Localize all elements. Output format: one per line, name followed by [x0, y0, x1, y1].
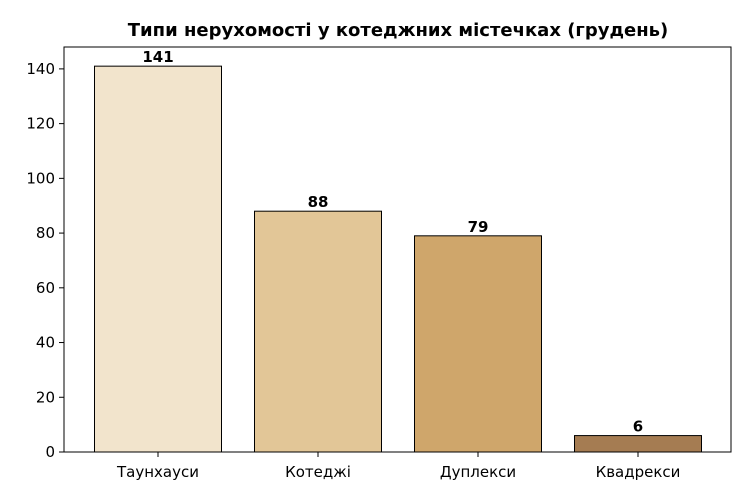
bar-4-value-label: 6 — [633, 418, 643, 436]
y-tick-label-140: 140 — [26, 60, 55, 78]
x-tick-label-1: Таунхауси — [116, 463, 199, 481]
data-labels-group: 141 88 79 6 — [142, 48, 643, 435]
bar-2-value-label: 88 — [308, 193, 329, 211]
y-tick-label-100: 100 — [26, 169, 55, 187]
x-tick-label-4: Квадрекси — [596, 463, 681, 481]
y-tick-label-80: 80 — [36, 224, 55, 242]
bar-3 — [414, 235, 542, 453]
y-tick-label-20: 20 — [36, 388, 55, 406]
bar-1 — [94, 65, 222, 453]
bar-2 — [254, 210, 382, 453]
x-axis: Таунхауси Котеджі Дуплекси Квадрекси — [116, 452, 680, 481]
bar-3-value-label: 79 — [468, 218, 489, 236]
y-axis: 0 20 40 60 80 100 120 140 — [26, 60, 64, 461]
bar-1-value-label: 141 — [142, 48, 173, 66]
bar-4 — [574, 435, 702, 453]
y-tick-label-120: 120 — [26, 115, 55, 133]
y-tick-label-60: 60 — [36, 279, 55, 297]
x-tick-label-2: Котеджі — [285, 463, 351, 481]
plot-frame — [63, 46, 732, 453]
bars-group — [94, 65, 702, 453]
y-tick-label-40: 40 — [36, 334, 55, 352]
chart-title: Типи нерухомості у котеджних містечках (… — [128, 20, 669, 41]
x-tick-label-3: Дуплекси — [440, 463, 516, 481]
y-tick-label-0: 0 — [45, 443, 55, 461]
